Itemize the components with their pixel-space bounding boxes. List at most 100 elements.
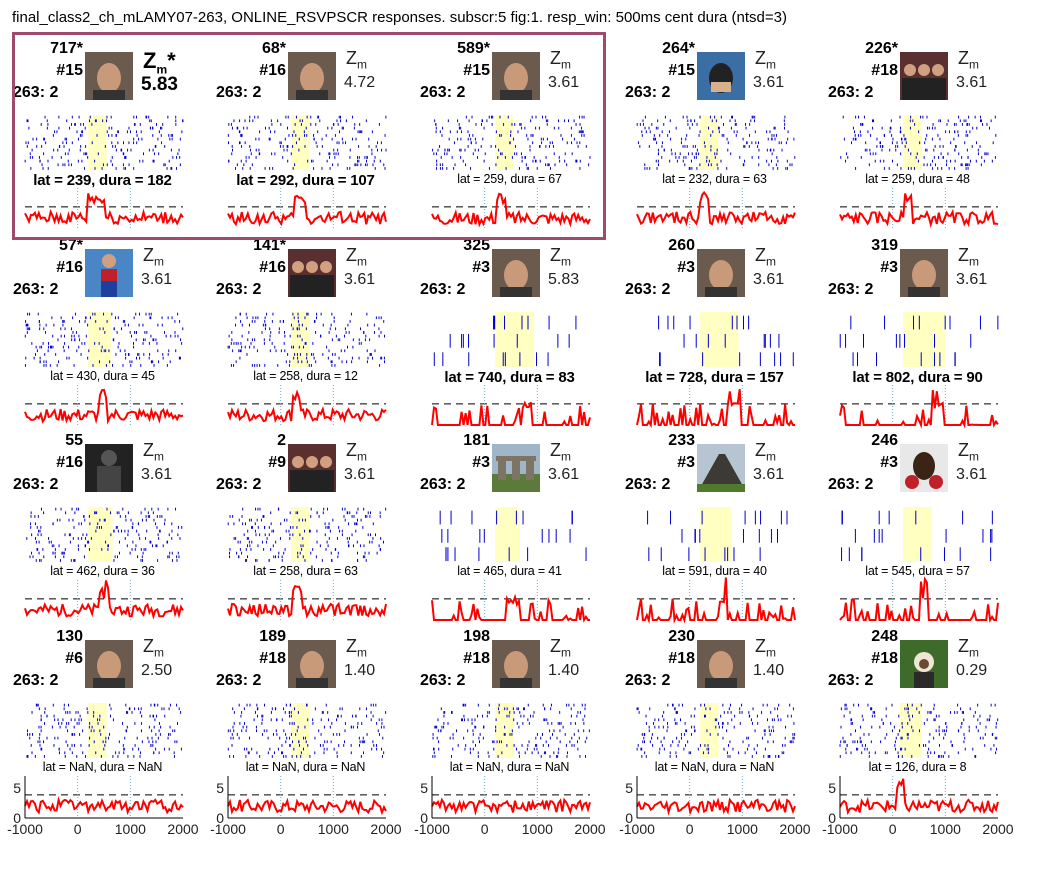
- stimulus-panel: 198 #18 263: 2 Zm 1.40 lat = NaN, dura = NaN -…: [414, 628, 627, 837]
- stimulus-panel: 233 #3 263: 2 Zm 3.61 lat = 591, dura = 40: [625, 432, 832, 632]
- zscore-letter: Z: [755, 636, 766, 656]
- channel-label: 263: 2: [828, 476, 874, 493]
- stimulus-id: 2: [277, 432, 286, 449]
- zscore-symbol: Zm: [958, 48, 979, 72]
- face-icon: [288, 640, 336, 688]
- zscore-value: 1.40: [548, 662, 580, 679]
- zscore-subscript: m: [561, 449, 571, 464]
- zscore-value: 3.61: [141, 271, 173, 288]
- spike-raster: [432, 115, 591, 170]
- zscore-value: 2.50: [141, 662, 173, 679]
- firing-rate-trace: [636, 188, 796, 230]
- spike-raster: [433, 312, 577, 367]
- zscore-symbol: Zm: [958, 245, 979, 269]
- spike-raster: [840, 115, 997, 170]
- channel-label: 263: 2: [420, 84, 466, 101]
- face-icon: [288, 52, 336, 100]
- spike-raster: [647, 507, 788, 562]
- response-window: [495, 115, 514, 170]
- response-window: [495, 703, 514, 758]
- zscore-subscript: m: [969, 645, 979, 660]
- y-tick-label: 0: [13, 810, 21, 826]
- y-tick-label: 5: [625, 780, 633, 796]
- zscore-symbol: Zm: [143, 245, 164, 269]
- response-window: [903, 115, 922, 170]
- stimulus-id: 264*: [662, 40, 695, 57]
- zscore-subscript: m: [154, 645, 164, 660]
- stimulus-panel: 2 #9 263: 2 Zm 3.61 lat = 258, dura = 63: [216, 432, 423, 632]
- zscore-symbol: Zm: [346, 48, 367, 72]
- stimulus-id: 248: [871, 628, 898, 645]
- y-tick-label: 0: [625, 810, 633, 826]
- trial-count: #16: [56, 454, 83, 471]
- latency-label: lat = 465, dura = 41: [457, 564, 562, 578]
- psth-line: [636, 388, 795, 429]
- y-tick-label: 0: [420, 810, 428, 826]
- channel-label: 263: 2: [828, 84, 874, 101]
- stimulus-panel: 717* #15 263: 2 Zm* 5.83 lat = 239, dura = 18…: [13, 40, 220, 240]
- stimulus-id: 319: [871, 237, 898, 254]
- psth-line: [431, 192, 591, 228]
- firing-rate-trace: [839, 385, 999, 429]
- spike-raster: [227, 115, 387, 170]
- firing-rate-trace: [636, 385, 795, 429]
- y-tick-label: 5: [420, 780, 428, 796]
- stimulus-panel: 319 #3 263: 2 Zm 3.61 lat = 802, dura = 90: [828, 237, 1035, 437]
- zscore-letter: Z: [143, 245, 154, 265]
- boxer-icon: [900, 444, 948, 492]
- spike-raster: [636, 115, 796, 170]
- zscore-subscript: m: [357, 254, 367, 269]
- firing-rate-trace: [431, 188, 591, 230]
- zscore-subscript: m: [561, 254, 571, 269]
- firing-rate-trace: [24, 385, 184, 427]
- face-icon: [492, 249, 540, 297]
- channel-label: 263: 2: [828, 672, 874, 689]
- stimulus-id: 141*: [253, 237, 286, 254]
- trial-count: #3: [472, 454, 490, 471]
- trial-count: #16: [259, 62, 286, 79]
- latency-label: lat = 545, dura = 57: [865, 564, 970, 578]
- psth-line: [431, 593, 590, 623]
- psth-line: [431, 797, 591, 816]
- stimulus-panel: 246 #3 263: 2 Zm 3.61 lat = 545, dura = 57: [828, 432, 1035, 632]
- stimulus-id: 246: [871, 432, 898, 449]
- psth-line: [636, 577, 796, 624]
- x-tick-label: 1000: [318, 821, 349, 837]
- zscore-letter: Z: [346, 440, 357, 460]
- x-tick-label: 0: [74, 821, 82, 837]
- zscore-letter: Z: [550, 440, 561, 460]
- stimulus-panel: 68* #16 263: 2 Zm 4.72 lat = 292, dura = 107: [216, 40, 423, 240]
- group-photo-icon: [288, 249, 336, 297]
- zscore-value: 5.83: [548, 271, 580, 288]
- zscore-subscript: m: [154, 449, 164, 464]
- face-icon: [288, 640, 336, 688]
- x-tick-label: 1000: [522, 821, 553, 837]
- masked-hero-icon: [697, 52, 745, 100]
- face-icon: [85, 640, 133, 688]
- zscore-symbol: Zm*: [143, 48, 176, 76]
- costume-icon: [85, 444, 133, 492]
- hero-costume-icon: [85, 249, 133, 297]
- zscore-value: 3.61: [956, 466, 988, 483]
- boxer-icon: [900, 444, 948, 492]
- trial-count: #6: [65, 650, 83, 667]
- psth-line: [636, 797, 796, 816]
- face-icon: [492, 249, 540, 297]
- channel-label: 263: 2: [13, 476, 59, 493]
- spike-raster: [227, 703, 387, 758]
- zscore-letter: Z: [143, 48, 157, 73]
- trial-count: #3: [677, 454, 695, 471]
- costume-icon: [85, 444, 133, 492]
- firing-rate-trace: [636, 577, 796, 624]
- zscore-subscript: m: [766, 254, 776, 269]
- zscore-symbol: Zm: [550, 636, 571, 660]
- group-photo-icon: [288, 249, 336, 297]
- stimulus-panel: 248 #18 263: 2 Zm 0.29 lat = 126, dura = 8 -10…: [822, 628, 1035, 837]
- firing-rate-trace: [227, 580, 387, 622]
- y-tick-label: 5: [216, 780, 224, 796]
